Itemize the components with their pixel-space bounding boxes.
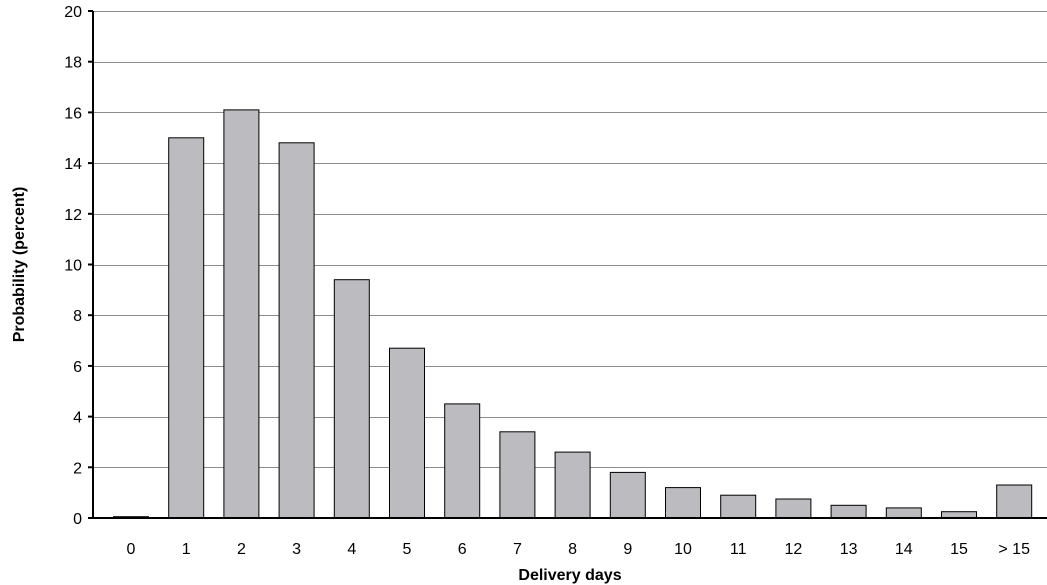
x-tick-label: 4 (347, 541, 356, 558)
x-tick-label: 1 (182, 541, 191, 558)
x-tick-label: 12 (785, 541, 803, 558)
y-tick-label: 2 (73, 460, 82, 477)
x-tick-label: 2 (237, 541, 246, 558)
x-tick-label: 7 (513, 541, 522, 558)
y-tick-label: 8 (73, 308, 82, 325)
bar-14 (885, 507, 922, 519)
y-tick-label: 6 (73, 359, 82, 376)
x-tick-label: 14 (895, 541, 913, 558)
x-tick-label: 6 (458, 541, 467, 558)
bar-10 (665, 487, 701, 519)
bar-11 (720, 494, 757, 519)
y-tick-label: 10 (64, 258, 82, 275)
y-tick-label: 20 (64, 4, 82, 21)
bar-8 (554, 451, 591, 519)
bars (113, 109, 1033, 519)
bar-4 (333, 279, 370, 519)
bar-5 (389, 347, 425, 519)
y-tick-label: 12 (64, 207, 82, 224)
x-tick-label: 11 (730, 541, 747, 558)
bar-1 (168, 137, 205, 519)
x-tick-labels: 0 1 2 3 4 5 6 7 8 9 10 11 12 13 14 15 > 15 (127, 541, 1031, 558)
bar-13 (830, 504, 867, 519)
bar-15 (996, 484, 1033, 519)
x-tick-label: 9 (623, 541, 632, 558)
x-tick-label: 3 (292, 541, 301, 558)
x-tick-label: 13 (840, 541, 858, 558)
x-tick-label: 8 (568, 541, 577, 558)
x-tick-label: 0 (127, 541, 136, 558)
x-tick-label: > 15 (998, 541, 1030, 558)
bar-7 (499, 431, 536, 519)
bar-6 (444, 403, 481, 519)
y-tick-label: 4 (73, 410, 82, 427)
bar-2 (223, 109, 260, 519)
y-tick-label: 0 (73, 511, 82, 528)
bar-12 (775, 498, 812, 519)
x-axis-title: Delivery days (518, 567, 621, 584)
x-tick-label: 5 (403, 541, 412, 558)
y-tick-label: 14 (64, 156, 82, 173)
x-tick-label: 15 (950, 541, 968, 558)
x-tick-label: 10 (674, 541, 692, 558)
y-tick-label: 18 (64, 55, 82, 72)
bar-9 (609, 471, 646, 519)
y-tick-label: 16 (64, 105, 82, 122)
y-axis-title: Probability (percent) (11, 187, 28, 343)
y-tick-labels: 0 2 4 6 8 10 12 14 16 18 20 (64, 4, 93, 528)
bar-3 (278, 142, 315, 519)
